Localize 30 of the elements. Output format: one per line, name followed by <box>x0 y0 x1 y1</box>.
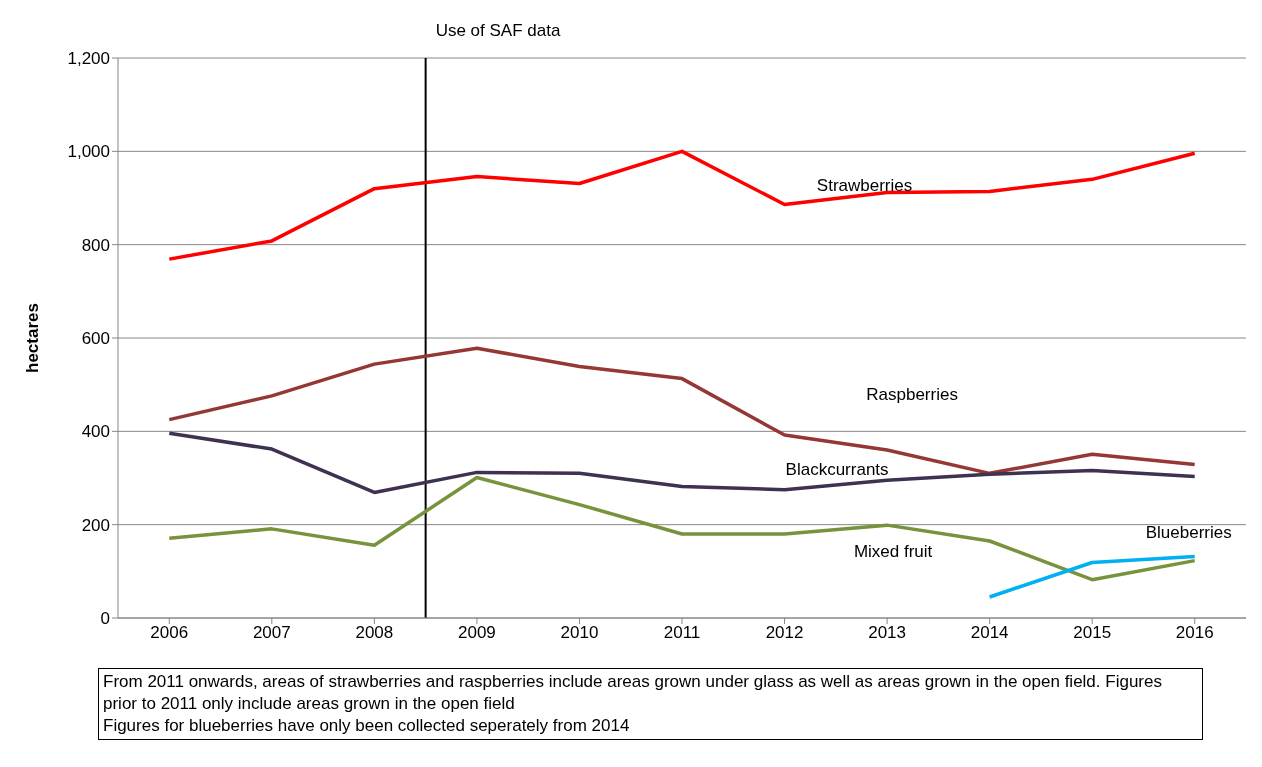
series-label: Strawberries <box>816 175 913 195</box>
y-tick-label: 200 <box>81 515 110 535</box>
text: From 2011 onwards, areas of strawberries and raspberries include areas grown under glass as well as areas grown in the open field. Figures prior to 2011 only include areas grown in the open field <box>103 671 1163 715</box>
x-tick-label: 2016 <box>1175 623 1214 643</box>
series-label: Mixed fruit <box>853 542 933 562</box>
line-series <box>167 431 1197 495</box>
y-tick-label: 1,000 <box>67 142 110 162</box>
y-tick-label: 1,200 <box>67 49 110 69</box>
series-label: Blueberries <box>1145 523 1232 543</box>
line-series <box>167 346 1197 476</box>
ref-line-label: Use of SAF data <box>435 21 561 40</box>
x-tick-label: 2009 <box>458 623 496 643</box>
y-tick-label: 800 <box>81 235 110 255</box>
y-tick-label: 400 <box>81 422 110 442</box>
y-tick-label: 600 <box>81 329 110 349</box>
x-tick-label: 2008 <box>355 623 394 643</box>
x-tick-label: 2013 <box>868 623 906 643</box>
x-tick-label: 2006 <box>150 623 189 643</box>
x-tick-label: 2007 <box>252 623 291 643</box>
x-tick-label: 2015 <box>1073 623 1112 643</box>
x-tick-label: 2010 <box>560 623 599 643</box>
x-tick-label: 2011 <box>663 623 701 643</box>
line-series <box>167 149 1197 261</box>
y-axis-title: hectares <box>23 303 43 373</box>
x-tick-label: 2012 <box>765 623 804 643</box>
x-tick-label: 2014 <box>970 623 1009 643</box>
text: Figures for blueberries have only been collected seperately from 2014 <box>103 715 631 737</box>
series-label: Blackcurrants <box>785 460 889 480</box>
text: Raspberries <box>866 385 958 404</box>
y-tick-label: 0 <box>100 609 110 629</box>
